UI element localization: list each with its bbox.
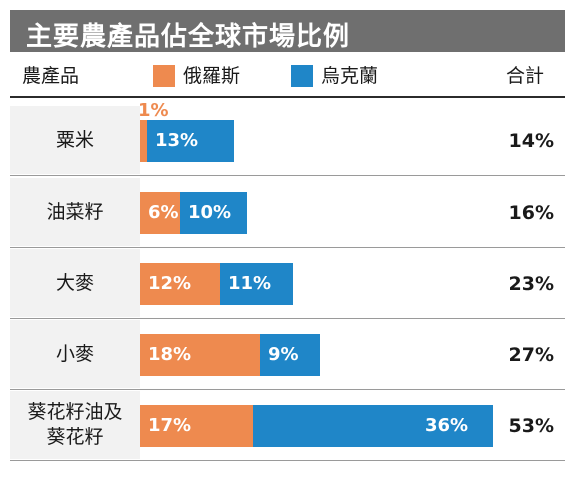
bar-ukraine <box>180 192 247 234</box>
table-row: 粟米 1% 13% 14% <box>10 100 565 176</box>
row-label-background <box>10 391 140 459</box>
legend-label-russia: 俄羅斯 <box>183 65 241 87</box>
row-label-background <box>10 249 140 317</box>
row-label-background <box>10 320 140 388</box>
total-value: 53% <box>508 415 554 437</box>
total-value: 16% <box>508 202 554 224</box>
bar-ukraine <box>220 263 293 305</box>
category-label: 油菜籽 <box>46 200 104 223</box>
data-label-russia: 17% <box>148 415 192 436</box>
row-label-background <box>10 106 140 174</box>
total-value: 27% <box>508 344 554 366</box>
total-value: 23% <box>508 273 554 295</box>
row-divider <box>10 318 565 319</box>
header-rule <box>10 96 565 98</box>
title-bar: 主要農產品佔全球市場比例 <box>10 10 565 52</box>
table-row: 油菜籽 6% 10% 16% <box>10 178 565 248</box>
table-row: 葵花籽油及 葵花籽 17% 36% 53% <box>10 391 565 461</box>
bar-russia <box>140 120 147 162</box>
data-label-ukraine: 13% <box>155 130 199 151</box>
table-row: 小麥 18% 9% 27% <box>10 320 565 390</box>
data-label-russia: 6% <box>148 202 179 223</box>
data-label-ukraine: 9% <box>268 344 299 365</box>
bar-russia <box>140 263 220 305</box>
table-row: 大麥 12% 11% 23% <box>10 249 565 319</box>
bar-ukraine <box>260 334 320 376</box>
bar-russia <box>140 192 180 234</box>
data-label-ukraine: 10% <box>188 202 232 223</box>
row-divider <box>10 389 565 390</box>
data-label-ukraine: 11% <box>228 273 272 294</box>
data-label-russia: 12% <box>148 273 192 294</box>
category-label: 大麥 <box>55 271 94 294</box>
legend-label-ukraine: 烏克蘭 <box>321 65 379 87</box>
legend-swatch-ukraine <box>291 65 313 87</box>
row-divider <box>10 460 565 461</box>
data-label-russia: 1% <box>138 100 169 121</box>
header-total: 合計 <box>505 65 544 87</box>
data-label-russia: 18% <box>148 344 192 365</box>
bar-russia <box>140 405 253 447</box>
row-divider <box>10 175 565 176</box>
category-label: 小麥 <box>55 342 94 365</box>
legend-swatch-russia <box>153 65 175 87</box>
bar-ukraine <box>147 120 234 162</box>
chart-title: 主要農產品佔全球市場比例 <box>26 22 351 52</box>
total-value: 14% <box>508 130 554 152</box>
header-product: 農產品 <box>22 65 80 87</box>
row-divider <box>10 247 565 248</box>
row-label-background <box>10 178 140 246</box>
bar-ukraine <box>253 405 493 447</box>
bar-russia <box>140 334 260 376</box>
data-label-ukraine: 36% <box>425 415 469 436</box>
category-label: 葵花籽油及 葵花籽 <box>27 401 123 448</box>
category-label: 粟米 <box>55 128 94 151</box>
